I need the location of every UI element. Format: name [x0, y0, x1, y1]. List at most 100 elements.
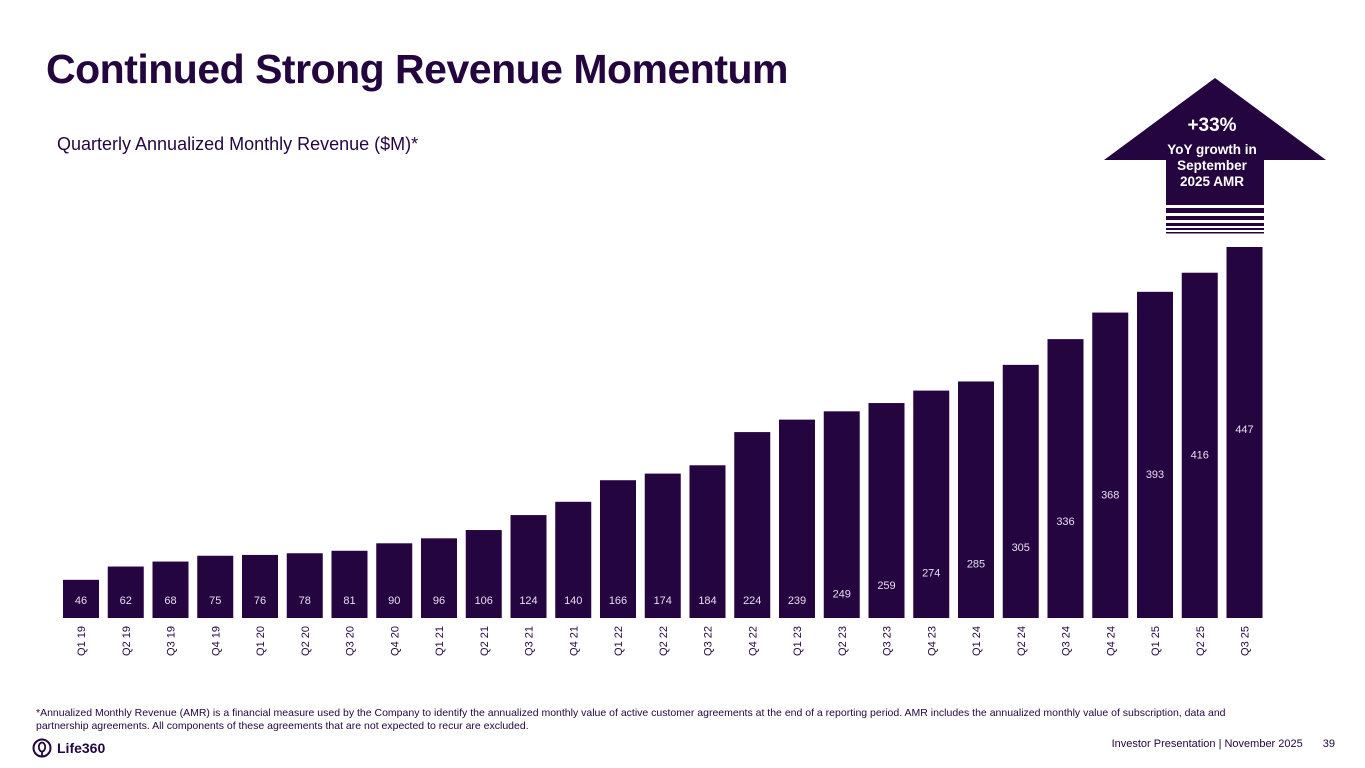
data-label: 447 — [1235, 424, 1253, 436]
bar-q4-22 — [734, 432, 771, 618]
bar-q3-20 — [331, 550, 368, 618]
bar-q1-19 — [63, 579, 99, 618]
x-tick-label: Q2 21 — [479, 626, 491, 656]
x-tick-label: Q2 22 — [658, 626, 670, 656]
bar-q3-21 — [510, 515, 547, 618]
x-tick-label: Q1 19 — [76, 626, 88, 656]
x-tick-label: Q2 24 — [1016, 626, 1028, 656]
data-label: 81 — [343, 595, 355, 607]
data-label: 46 — [75, 595, 87, 607]
bar-q2-25 — [1181, 272, 1218, 618]
x-tick-label: Q3 24 — [1061, 626, 1073, 656]
x-tick-label: Q4 22 — [747, 626, 759, 656]
data-label: 274 — [922, 568, 940, 580]
bar-q3-25 — [1226, 247, 1263, 618]
x-tick-label: Q1 23 — [792, 626, 804, 656]
bar-q4-21 — [555, 501, 592, 618]
arrow-stripe — [1166, 216, 1264, 220]
bar-q1-21 — [421, 538, 457, 618]
data-label: 140 — [564, 595, 582, 607]
bar-q2-19 — [107, 566, 144, 618]
bar-q2-24 — [1002, 364, 1039, 618]
arrow-stripe — [1166, 223, 1264, 226]
x-tick-label: Q3 19 — [166, 626, 178, 656]
up-arrow-icon — [1104, 78, 1326, 234]
page-number: 39 — [1322, 738, 1335, 750]
x-tick-label: Q1 20 — [255, 626, 267, 656]
data-label: 76 — [254, 595, 266, 607]
bar-q3-24 — [1047, 339, 1084, 618]
data-label: 106 — [475, 595, 493, 607]
data-label: 416 — [1191, 450, 1209, 462]
data-label: 239 — [788, 595, 806, 607]
x-tick-label: Q4 20 — [389, 626, 401, 656]
growth-line-3: 2025 AMR — [1179, 174, 1245, 189]
bar-q2-23 — [823, 411, 860, 618]
arrow-stripe — [1166, 228, 1264, 230]
footnote: *Annualized Monthly Revenue (AMR) is a f… — [36, 707, 1226, 732]
data-label: 368 — [1101, 490, 1119, 502]
x-tick-label: Q3 21 — [524, 626, 536, 656]
bar-q4-23 — [913, 390, 950, 618]
growth-callout: +33% YoY growth in September 2025 AMR — [1160, 114, 1264, 190]
x-tick-label: Q1 22 — [613, 626, 625, 656]
bar-q3-22 — [689, 465, 726, 618]
x-tick-label: Q3 20 — [345, 626, 357, 656]
bar-q1-25 — [1137, 291, 1173, 618]
footer: Investor Presentation | November 2025 39 — [1112, 738, 1335, 750]
x-tick-label: Q1 25 — [1150, 626, 1162, 656]
bar-q2-20 — [286, 553, 323, 618]
x-tick-label: Q4 24 — [1105, 626, 1117, 656]
data-label: 305 — [1012, 542, 1030, 554]
data-label: 75 — [209, 595, 221, 607]
arrow-stripe — [1166, 232, 1264, 234]
x-tick-label: Q3 22 — [703, 626, 715, 656]
life360-logo-icon — [32, 738, 52, 758]
x-tick-label: Q1 24 — [971, 626, 983, 656]
data-label: 68 — [164, 595, 176, 607]
x-tick-label: Q4 19 — [210, 626, 222, 656]
logo-text: Life360 — [57, 740, 106, 756]
arrow-head — [1104, 78, 1326, 160]
data-label: 124 — [519, 595, 537, 607]
bar-q4-20 — [376, 543, 413, 618]
data-label: 90 — [388, 595, 400, 607]
data-label: 336 — [1056, 516, 1074, 528]
bar-q1-23 — [779, 419, 815, 618]
x-tick-label: Q4 21 — [568, 626, 580, 656]
data-label: 174 — [654, 595, 672, 607]
data-label: 393 — [1146, 469, 1164, 481]
growth-line-2: September — [1177, 158, 1247, 173]
x-tick-label: Q1 21 — [434, 626, 446, 656]
data-label: 96 — [433, 595, 445, 607]
bar-q2-22 — [644, 473, 681, 618]
x-tick-label: Q2 19 — [121, 626, 133, 656]
x-tick-label: Q2 23 — [837, 626, 849, 656]
data-label: 184 — [698, 595, 716, 607]
x-tick-label: Q3 23 — [882, 626, 894, 656]
data-label: 224 — [743, 595, 761, 607]
data-label: 259 — [877, 580, 895, 592]
bar-q1-24 — [958, 381, 994, 618]
chart-subtitle: Quarterly Annualized Monthly Revenue ($M… — [57, 134, 419, 154]
data-label: 78 — [299, 595, 311, 607]
data-label: 166 — [609, 595, 627, 607]
x-tick-label: Q2 25 — [1195, 626, 1207, 656]
bar-q3-19 — [152, 561, 189, 618]
data-label: 285 — [967, 558, 985, 570]
bar-q3-23 — [868, 403, 905, 618]
arrow-shaft — [1166, 159, 1264, 205]
slide-title: Continued Strong Revenue Momentum — [46, 46, 789, 92]
x-tick-label: Q3 25 — [1240, 626, 1252, 656]
bar-q1-22 — [600, 480, 636, 618]
bar-q1-20 — [242, 554, 278, 618]
footer-label: Investor Presentation | November 2025 — [1111, 738, 1303, 750]
x-tick-label: Q4 23 — [926, 626, 938, 656]
bar-q2-21 — [465, 530, 502, 618]
bar-q4-24 — [1092, 312, 1129, 618]
bar-q4-19 — [197, 555, 234, 618]
data-label: 62 — [120, 595, 132, 607]
growth-line-1: YoY growth in — [1167, 142, 1257, 157]
company-logo: Life360 — [32, 738, 105, 758]
